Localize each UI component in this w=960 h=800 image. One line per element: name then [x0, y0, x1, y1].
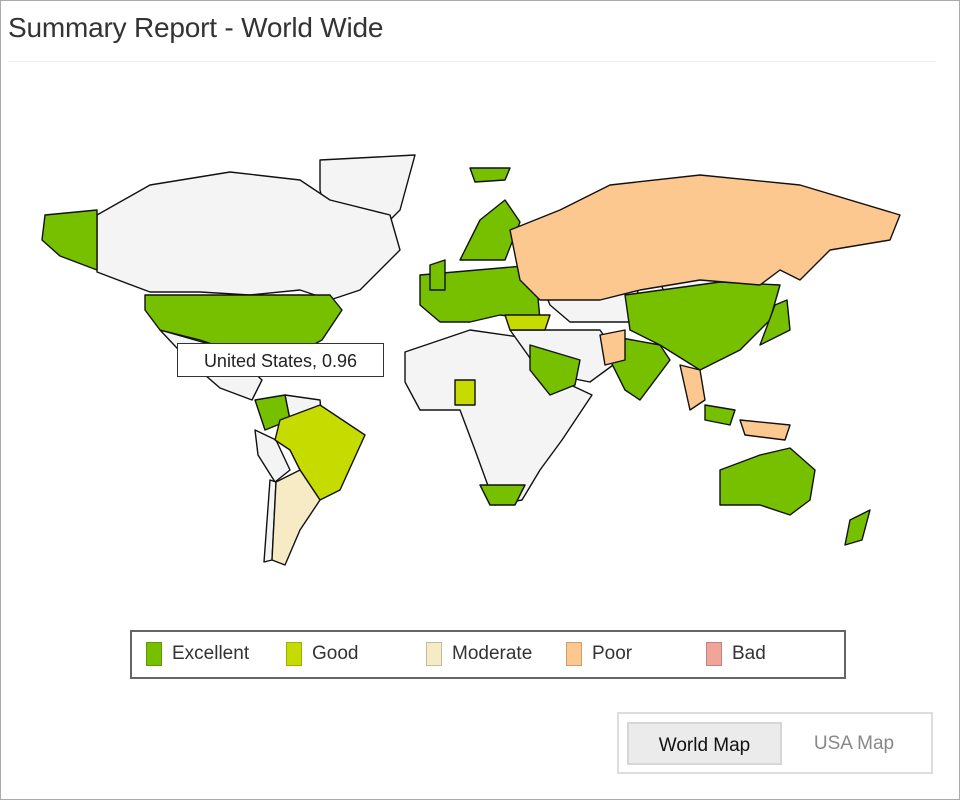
region-argentina[interactable] [271, 469, 321, 566]
usa-map-button[interactable]: USA Map [813, 733, 895, 754]
legend-label: Poor [592, 643, 633, 664]
legend-swatch [426, 642, 442, 666]
legend-item-good[interactable]: Good [286, 642, 358, 666]
region-saudi-arabia[interactable] [529, 344, 581, 396]
region-scandinavia[interactable] [459, 199, 521, 261]
region-southeast-asia[interactable] [679, 364, 706, 411]
region-south-africa[interactable] [479, 484, 526, 506]
map-toggle: World Map USA Map [617, 712, 933, 774]
page-title: Summary Report - World Wide [8, 12, 384, 43]
region-canada[interactable] [96, 171, 401, 301]
region-nigeria[interactable] [454, 379, 476, 406]
legend-label: Bad [732, 643, 766, 664]
map-tooltip: United States, 0.96 [177, 343, 384, 377]
region-russia[interactable] [509, 174, 901, 301]
legend-item-bad[interactable]: Bad [706, 642, 766, 666]
legend-label: Good [312, 643, 359, 664]
region-pakistan[interactable] [599, 329, 626, 366]
legend-swatch [286, 642, 302, 666]
legend-item-moderate[interactable]: Moderate [426, 642, 532, 666]
region-peru[interactable] [254, 429, 291, 483]
region-australia[interactable] [719, 447, 816, 516]
legend-label: Excellent [172, 643, 250, 664]
world-map-button[interactable]: World Map [627, 722, 782, 765]
region-iceland[interactable] [469, 167, 511, 183]
region-alaska[interactable] [41, 209, 98, 271]
legend-item-poor[interactable]: Poor [566, 642, 632, 666]
region-new-zealand[interactable] [844, 509, 871, 546]
legend-swatch [146, 642, 162, 666]
region-japan[interactable] [759, 299, 791, 346]
legend-swatch [706, 642, 722, 666]
legend-swatch [566, 642, 582, 666]
region-indonesia[interactable] [739, 419, 791, 441]
region-turkey[interactable] [504, 314, 551, 331]
legend-item-excellent[interactable]: Excellent [146, 642, 249, 666]
region-malaysia[interactable] [704, 404, 736, 426]
region-uk[interactable] [429, 259, 446, 291]
map-legend: Excellent Good Moderate Poor Bad [130, 630, 846, 679]
title-divider [8, 61, 936, 62]
legend-label: Moderate [452, 643, 533, 664]
